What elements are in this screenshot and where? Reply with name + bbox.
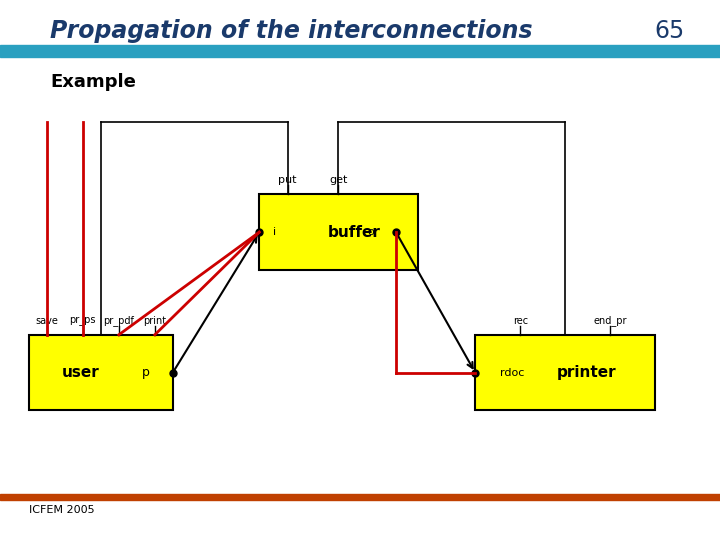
Bar — [259, 194, 418, 270]
Text: Propagation of the interconnections: Propagation of the interconnections — [50, 19, 533, 43]
Bar — [475, 335, 655, 410]
Text: end_pr: end_pr — [593, 315, 627, 326]
Text: rdoc: rdoc — [500, 368, 525, 377]
Text: 65: 65 — [654, 19, 685, 43]
Text: pr_ps: pr_ps — [70, 316, 96, 326]
Text: save: save — [35, 316, 58, 326]
Text: Example: Example — [50, 73, 136, 91]
Text: pr_pdf: pr_pdf — [104, 315, 134, 326]
Text: rec: rec — [513, 316, 528, 326]
Text: print: print — [143, 316, 166, 326]
Text: ICFEM 2005: ICFEM 2005 — [29, 505, 94, 515]
Text: p: p — [142, 366, 149, 379]
Bar — [29, 335, 173, 410]
Text: user: user — [62, 365, 99, 380]
Text: i: i — [274, 227, 276, 237]
Text: printer: printer — [557, 365, 616, 380]
Bar — [0, 494, 720, 500]
Bar — [0, 45, 720, 57]
Text: buffer: buffer — [328, 225, 381, 240]
Text: put: put — [279, 174, 297, 185]
Text: get: get — [329, 174, 348, 185]
Text: o: o — [367, 227, 374, 237]
